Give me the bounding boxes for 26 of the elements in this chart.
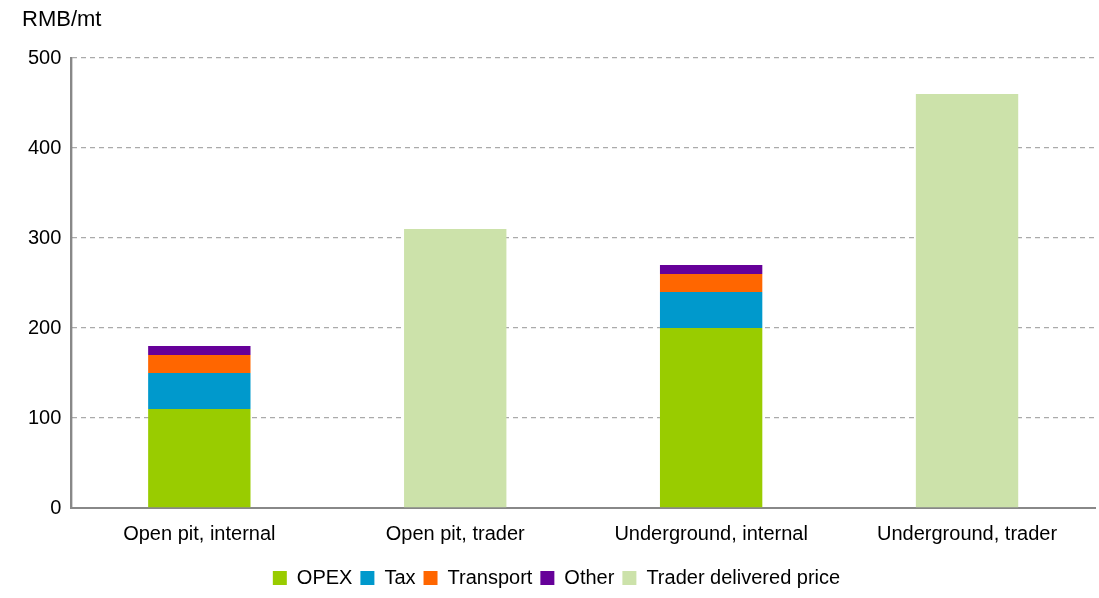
y-tick-label: 300 xyxy=(27,225,62,248)
bar xyxy=(148,346,251,355)
bar xyxy=(659,328,763,508)
y-tick-label: 500 xyxy=(27,45,62,68)
bar xyxy=(659,274,763,292)
bar xyxy=(148,355,251,373)
bar xyxy=(915,94,1019,508)
legend-label: OPEX xyxy=(296,565,353,588)
legend-label: Transport xyxy=(447,565,533,588)
y-tick-label: 0 xyxy=(50,495,62,518)
x-tick-label: Underground, trader xyxy=(876,521,1058,544)
y-axis-title: RMB/mt xyxy=(22,6,102,32)
bar xyxy=(148,373,251,409)
legend-label: Other xyxy=(564,565,615,588)
y-tick-label: 400 xyxy=(27,135,62,158)
bar xyxy=(148,409,251,508)
y-tick-label: 200 xyxy=(27,315,62,338)
bar xyxy=(659,265,763,274)
x-tick-label: Underground, internal xyxy=(614,521,808,544)
x-tick-label: Open pit, internal xyxy=(123,521,276,544)
y-tick-label: 100 xyxy=(27,405,62,428)
bar xyxy=(404,229,507,508)
x-tick-label: Open pit, trader xyxy=(385,521,526,544)
legend-label: Tax xyxy=(384,565,416,588)
bar xyxy=(659,292,763,328)
legend-label: Trader delivered price xyxy=(646,565,841,588)
